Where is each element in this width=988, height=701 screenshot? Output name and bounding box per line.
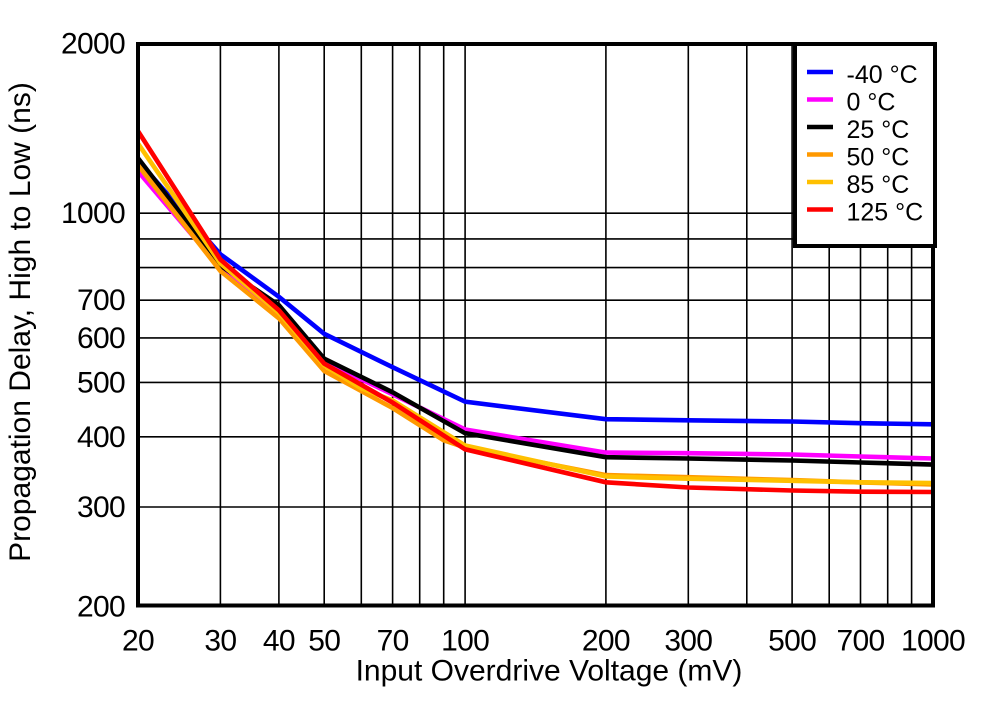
svg-text:200: 200 xyxy=(77,590,125,623)
svg-text:50: 50 xyxy=(308,625,340,658)
svg-text:0 °C: 0 °C xyxy=(847,89,896,117)
svg-text:500: 500 xyxy=(768,625,816,658)
svg-text:25 °C: 25 °C xyxy=(847,116,910,144)
svg-text:50 °C: 50 °C xyxy=(847,144,910,172)
svg-text:Propagation Delay, High to Low: Propagation Delay, High to Low (ns) xyxy=(4,82,37,562)
svg-text:300: 300 xyxy=(664,625,712,658)
svg-text:20: 20 xyxy=(122,625,154,658)
svg-text:Input Overdrive Voltage (mV): Input Overdrive Voltage (mV) xyxy=(356,655,743,688)
svg-text:85 °C: 85 °C xyxy=(847,171,910,199)
svg-text:70: 70 xyxy=(377,625,409,658)
svg-text:100: 100 xyxy=(441,625,489,658)
svg-text:30: 30 xyxy=(204,625,236,658)
svg-text:2000: 2000 xyxy=(61,28,125,61)
svg-text:500: 500 xyxy=(77,366,125,399)
svg-text:-40 °C: -40 °C xyxy=(847,61,918,89)
svg-text:700: 700 xyxy=(77,284,125,317)
svg-text:200: 200 xyxy=(582,625,630,658)
svg-text:600: 600 xyxy=(77,322,125,355)
svg-text:125 °C: 125 °C xyxy=(847,199,924,227)
svg-text:1000: 1000 xyxy=(61,197,125,230)
svg-text:1000: 1000 xyxy=(901,625,965,658)
svg-text:700: 700 xyxy=(837,625,885,658)
svg-text:400: 400 xyxy=(77,421,125,454)
svg-text:300: 300 xyxy=(77,491,125,524)
svg-text:40: 40 xyxy=(263,625,295,658)
